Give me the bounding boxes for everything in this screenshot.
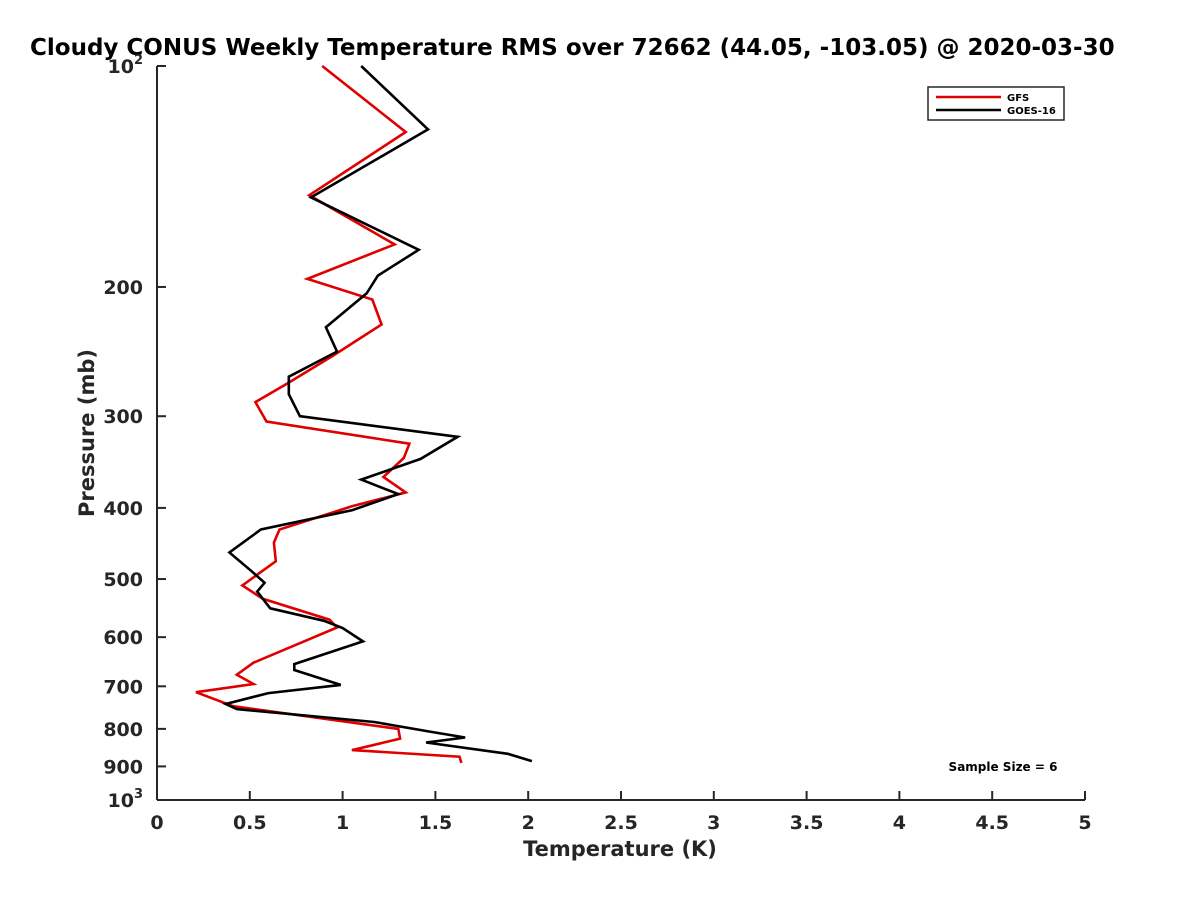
legend-label: GOES-16	[1007, 106, 1056, 117]
y-tick-label: 500	[103, 569, 143, 591]
x-tick-label: 2	[522, 812, 535, 834]
series-line-gfs	[195, 64, 463, 764]
series-layer	[195, 64, 533, 764]
x-tick-label: 0.5	[233, 812, 267, 834]
y-tick-label: 400	[103, 498, 143, 520]
x-tick-label: 1	[336, 812, 349, 834]
y-tick-label: 600	[103, 627, 143, 649]
y-tick-label: 900	[103, 756, 143, 778]
y-tick-label: 800	[103, 719, 143, 741]
x-tick-label: 2.5	[604, 812, 638, 834]
x-tick-label: 4.5	[975, 812, 1009, 834]
x-axis-label: Temperature (K)	[523, 837, 717, 861]
y-tick-label: 103	[108, 787, 144, 812]
legend-label: GFS	[1007, 93, 1029, 104]
series-line-goes-16	[221, 65, 533, 763]
x-tick-label: 1.5	[419, 812, 453, 834]
sample-size-annotation: Sample Size = 6	[949, 760, 1058, 774]
legend: GFS GOES-16	[927, 86, 1065, 121]
legend-box	[927, 86, 1065, 121]
y-tick-label: 700	[103, 676, 143, 698]
x-tick-label: 3	[707, 812, 720, 834]
tick-layer: 0 0.5 1 1.5 2 2.5 3 3.5 4 4.5 5 102 200 300 400 500 600 7…	[103, 53, 1091, 834]
x-tick-label: 4	[893, 812, 906, 834]
x-tick-label: 0	[150, 812, 163, 834]
y-tick-label: 300	[103, 406, 143, 428]
y-axis-label: Pressure (mb)	[75, 349, 99, 517]
plot-area: 0 0.5 1 1.5 2 2.5 3 3.5 4 4.5 5 102 200 300 400 500 600 7…	[103, 53, 1091, 834]
y-tick-label: 200	[103, 277, 143, 299]
x-tick-label: 3.5	[790, 812, 824, 834]
chart-title: Cloudy CONUS Weekly Temperature RMS over…	[30, 35, 1115, 61]
y-tick-label: 102	[108, 53, 144, 78]
x-tick-label: 5	[1078, 812, 1091, 834]
